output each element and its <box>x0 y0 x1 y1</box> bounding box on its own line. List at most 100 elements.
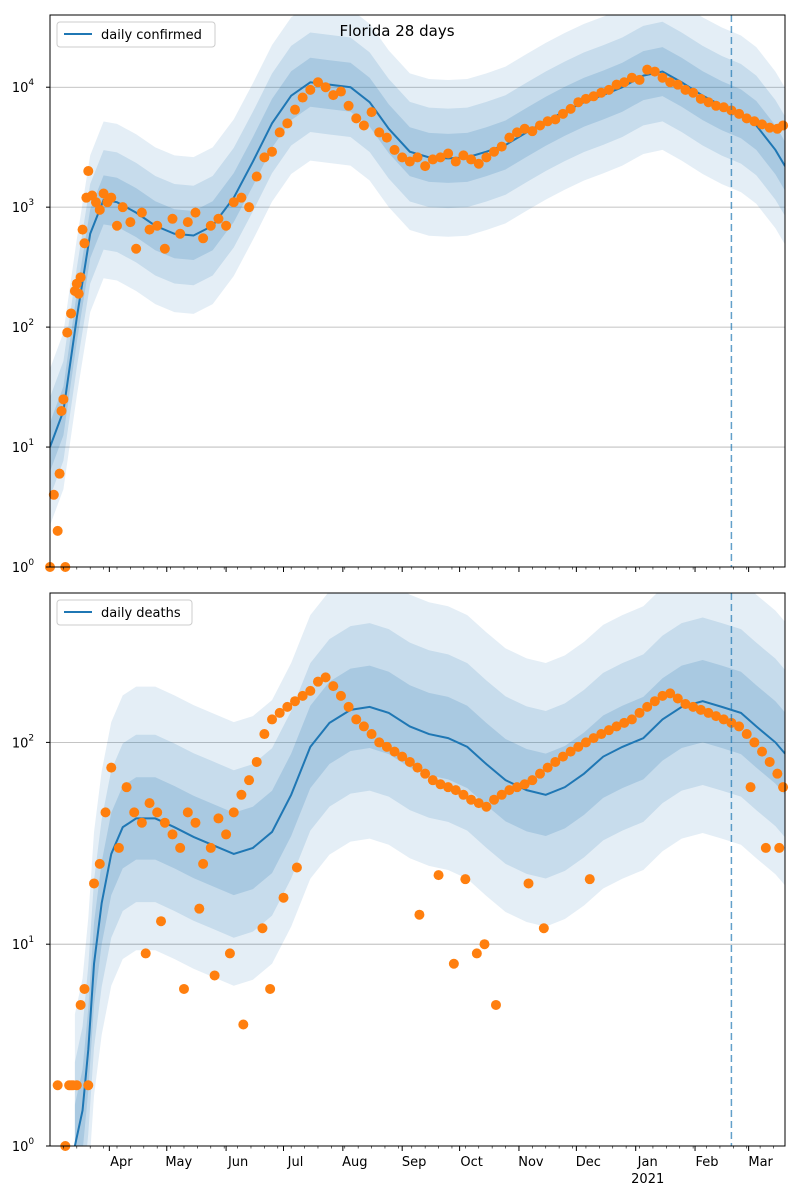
deaths-observed-point <box>649 696 660 707</box>
confirmed-observed-point <box>152 220 163 231</box>
confirmed-observed-point <box>619 77 630 88</box>
confirmed-observed-point <box>734 108 745 119</box>
deaths-observed-point <box>665 688 676 699</box>
deaths-observed-point <box>297 690 308 701</box>
deaths-model-line <box>73 700 785 1146</box>
confirmed-y-axis: 100 101 102 103 104 <box>12 78 50 576</box>
x-tick-year-label: 2021 <box>631 1172 664 1187</box>
confirmed-observed-point <box>588 91 599 102</box>
confirmed-observed-point <box>358 120 369 131</box>
deaths-observed-point <box>504 785 515 796</box>
deaths-outlier-point <box>433 870 444 881</box>
deaths-observed-point <box>144 798 155 809</box>
confirmed-observed-point <box>251 171 262 182</box>
confirmed-observed-point <box>54 468 65 479</box>
confirmed-observed-point <box>343 100 354 111</box>
deaths-observed-point <box>695 704 706 715</box>
confirmed-uncertainty-bands <box>50 15 785 526</box>
deaths-model-curve <box>73 700 785 1146</box>
confirmed-observed-point <box>117 202 128 213</box>
deaths-observed-point <box>757 746 768 757</box>
deaths-observed-point <box>397 751 408 762</box>
confirmed-observed-point <box>489 146 500 157</box>
deaths-observed-point <box>312 676 323 687</box>
confirmed-model-curve <box>50 70 785 448</box>
deaths-observed-point <box>642 701 653 712</box>
confirmed-observed-point <box>274 127 285 138</box>
deaths-outlier-point <box>209 970 220 981</box>
confirmed-observed-point <box>527 126 538 137</box>
deaths-observed-point <box>52 1080 63 1091</box>
x-tick-label: Aug <box>342 1155 367 1170</box>
deaths-outlier-point <box>265 983 276 994</box>
chart-title: Florida 28 days <box>339 22 454 40</box>
confirmed-observed-point <box>221 220 232 231</box>
confirmed-observed-point <box>282 118 293 129</box>
confirmed-observed-point <box>672 79 683 90</box>
confirmed-y-tick-label: 100 <box>12 558 35 576</box>
deaths-outlier-point <box>156 916 167 927</box>
confirmed-observed-point <box>703 97 714 108</box>
confirmed-observed-point <box>749 116 760 127</box>
deaths-observed-point <box>221 829 232 840</box>
deaths-observed-point <box>542 762 553 773</box>
confirmed-observed-point <box>228 197 239 208</box>
deaths-observed-point <box>519 779 530 790</box>
confirmed-observed-point <box>290 104 300 115</box>
confirmed-observed-point <box>198 233 209 244</box>
confirmed-observed-point <box>66 308 77 319</box>
confirmed-observed-points <box>45 64 789 572</box>
confirmed-observed-point <box>573 97 584 108</box>
deaths-observed-point <box>749 737 760 748</box>
deaths-observed-point <box>496 789 507 800</box>
deaths-observed-point <box>358 721 369 732</box>
x-tick-label: Feb <box>696 1155 719 1170</box>
confirmed-observed-point <box>98 188 109 199</box>
confirmed-observed-point <box>496 141 507 152</box>
deaths-observed-point <box>619 717 630 728</box>
deaths-observed-point <box>404 756 415 767</box>
confirmed-observed-point <box>741 113 752 124</box>
deaths-outlier-point <box>140 948 151 959</box>
deaths-observed-point <box>466 794 477 805</box>
deaths-axes-frame <box>49 592 786 1147</box>
deaths-observed-point <box>718 714 729 725</box>
deaths-outlier-point <box>224 948 235 959</box>
deaths-observed-points <box>52 672 789 1151</box>
confirmed-observed-point <box>512 127 523 138</box>
deaths-observed-point <box>450 785 461 796</box>
confirmed-observed-point <box>565 103 576 114</box>
deaths-observed-point <box>634 707 645 718</box>
deaths-outlier-point <box>523 878 534 889</box>
deaths-observed-point <box>182 807 193 818</box>
deaths-observed-point <box>764 756 775 767</box>
confirmed-observed-point <box>125 217 136 228</box>
confirmed-panel: 100 101 102 103 104 Florida 28 days daily co… <box>12 14 789 576</box>
deaths-observed-point <box>343 701 354 712</box>
confirmed-observed-point <box>504 132 515 143</box>
deaths-legend: daily deaths <box>56 599 193 626</box>
confirmed-band-3 <box>50 47 785 472</box>
deaths-outlier-point <box>774 842 785 853</box>
confirmed-observed-point <box>458 150 469 161</box>
confirmed-observed-point <box>557 108 568 119</box>
deaths-observed-point <box>550 756 561 767</box>
deaths-observed-point <box>282 701 293 712</box>
confirmed-observed-point <box>351 113 362 124</box>
deaths-plot-area <box>50 593 785 1146</box>
deaths-observed-point <box>603 725 614 736</box>
deaths-observed-point <box>71 1080 82 1091</box>
deaths-observed-point <box>458 789 469 800</box>
deaths-observed-point <box>106 762 117 773</box>
confirmed-observed-point <box>450 156 461 167</box>
deaths-observed-point <box>512 782 523 793</box>
x-tick-label: Sep <box>402 1155 427 1170</box>
deaths-observed-point <box>320 672 331 683</box>
deaths-observed-point <box>596 729 607 740</box>
deaths-observed-point <box>680 698 691 709</box>
deaths-observed-point <box>535 768 545 779</box>
deaths-observed-point <box>688 701 699 712</box>
deaths-observed-point <box>588 733 599 744</box>
deaths-observed-point <box>626 714 637 725</box>
confirmed-observed-point <box>580 93 591 104</box>
